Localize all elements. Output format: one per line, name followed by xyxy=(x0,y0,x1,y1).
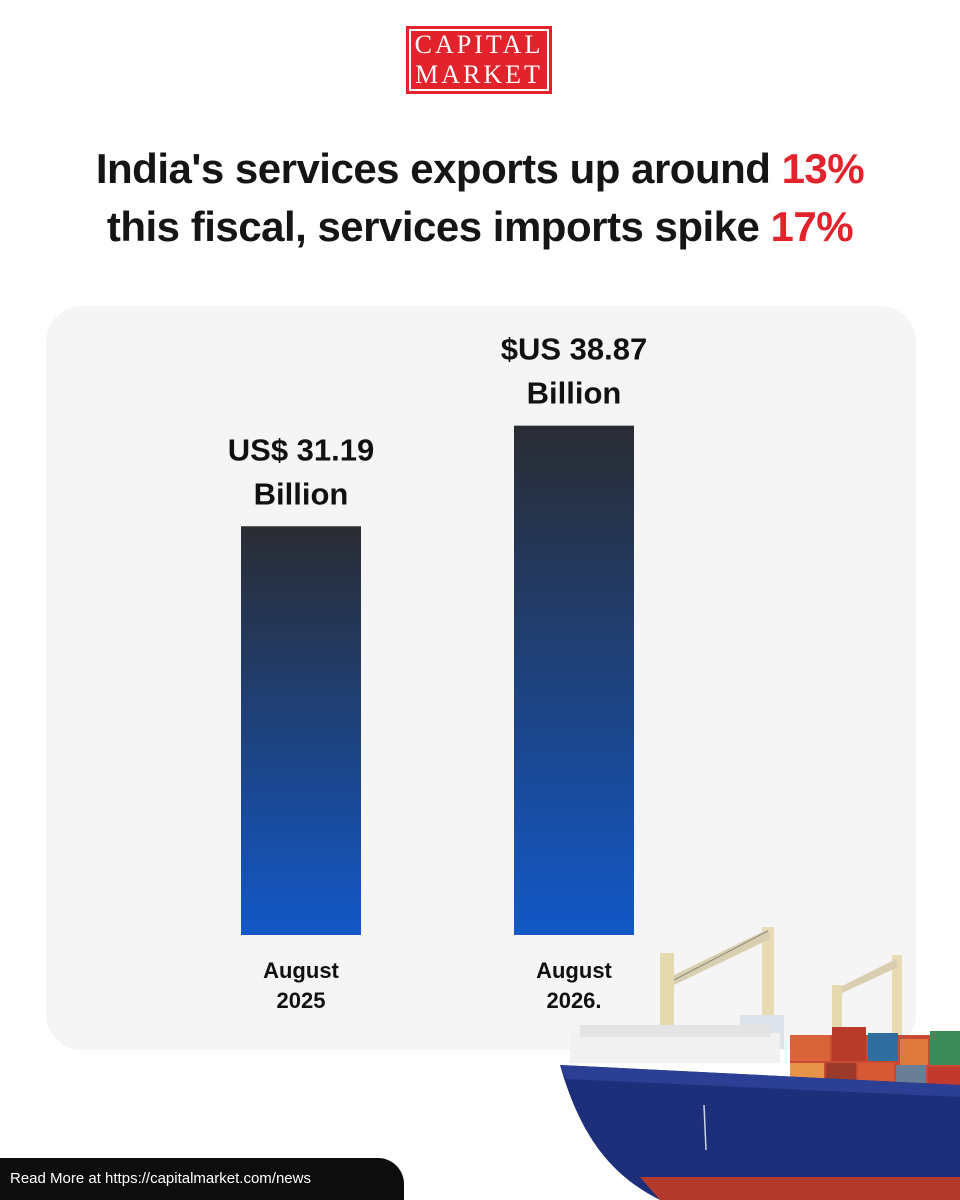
headline-highlight-imports: 17% xyxy=(770,203,854,250)
logo-line-1: CAPITAL xyxy=(414,30,544,59)
cargo-ship-icon xyxy=(560,927,960,1200)
headline: India's services exports up around 13% t… xyxy=(0,140,960,256)
bar-2 xyxy=(514,425,634,935)
bar-1-value-label-line-2: Billion xyxy=(254,476,349,511)
category-label-1-line-1: August xyxy=(263,958,339,983)
read-more-footer[interactable]: Read More at https://capitalmarket.com/n… xyxy=(0,1158,404,1200)
bar-2-value-label-line-1: $US 38.87 xyxy=(501,332,648,367)
bar-1 xyxy=(241,526,361,935)
category-label-1-line-2: 2025 xyxy=(277,988,326,1013)
headline-line-1: India's services exports up around 13% xyxy=(0,140,960,198)
bar-2-value-label-line-2: Billion xyxy=(527,376,622,411)
category-label-2-line-1: August xyxy=(536,958,612,983)
bar-1-value-label-line-1: US$ 31.19 xyxy=(228,432,375,467)
logo-line-2: MARKET xyxy=(415,60,543,89)
chart-panel xyxy=(46,306,916,1050)
headline-line-2: this fiscal, services imports spike 17% xyxy=(0,198,960,256)
capital-market-logo: CAPITAL MARKET xyxy=(406,26,552,94)
headline-highlight-exports: 13% xyxy=(781,145,865,192)
headline-line-1-text: India's services exports up around xyxy=(95,145,782,192)
headline-line-2-text: this fiscal, services imports spike xyxy=(106,203,771,250)
category-label-2-line-2: 2026. xyxy=(546,988,601,1013)
